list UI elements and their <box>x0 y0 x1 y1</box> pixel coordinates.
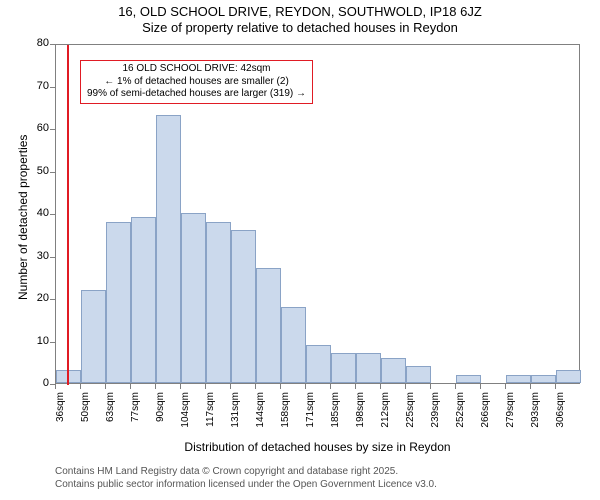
x-tick <box>80 384 81 389</box>
histogram-bar <box>381 358 406 384</box>
x-tick <box>380 384 381 389</box>
x-tick <box>155 384 156 389</box>
x-tick <box>255 384 256 389</box>
x-tick <box>55 384 56 389</box>
x-tick-label: 50sqm <box>80 392 91 442</box>
x-tick-label: 279sqm <box>505 392 516 442</box>
x-tick-label: 117sqm <box>205 392 216 442</box>
histogram-bar <box>81 290 106 384</box>
annotation-line: 99% of semi-detached houses are larger (… <box>87 88 306 101</box>
x-tick <box>180 384 181 389</box>
y-tick <box>50 257 55 258</box>
x-tick-label: 293sqm <box>530 392 541 442</box>
histogram-bar <box>206 222 231 384</box>
histogram-bar <box>406 366 431 383</box>
data-attribution: Contains HM Land Registry data © Crown c… <box>55 466 437 491</box>
histogram-bar <box>306 345 331 383</box>
histogram-bar <box>156 115 181 383</box>
histogram-bar <box>231 230 256 383</box>
y-tick-label: 20 <box>25 293 49 304</box>
y-tick <box>50 44 55 45</box>
x-axis-label: Distribution of detached houses by size … <box>55 440 580 454</box>
x-tick <box>530 384 531 389</box>
x-tick-label: 63sqm <box>105 392 116 442</box>
x-tick <box>430 384 431 389</box>
histogram-bar <box>556 370 581 383</box>
x-tick-label: 198sqm <box>355 392 366 442</box>
y-tick-label: 0 <box>25 378 49 389</box>
x-tick <box>305 384 306 389</box>
attribution-line-1: Contains HM Land Registry data © Crown c… <box>55 466 398 477</box>
x-tick-label: 77sqm <box>130 392 141 442</box>
y-tick <box>50 299 55 300</box>
x-tick <box>105 384 106 389</box>
chart-subtitle: Size of property relative to detached ho… <box>0 20 600 36</box>
attribution-line-2: Contains public sector information licen… <box>55 479 437 490</box>
y-tick-label: 80 <box>25 38 49 49</box>
histogram-bar <box>356 353 381 383</box>
x-tick <box>555 384 556 389</box>
x-tick-label: 90sqm <box>155 392 166 442</box>
x-tick-label: 158sqm <box>280 392 291 442</box>
histogram-bar <box>531 375 556 384</box>
y-tick <box>50 129 55 130</box>
x-tick <box>455 384 456 389</box>
x-tick <box>355 384 356 389</box>
x-tick-label: 266sqm <box>480 392 491 442</box>
x-tick-label: 306sqm <box>555 392 566 442</box>
x-tick <box>405 384 406 389</box>
histogram-bar <box>181 213 206 383</box>
x-tick <box>130 384 131 389</box>
x-tick-label: 225sqm <box>405 392 416 442</box>
histogram-bar <box>456 375 481 384</box>
y-tick-label: 30 <box>25 251 49 262</box>
x-tick-label: 144sqm <box>255 392 266 442</box>
histogram-bar <box>106 222 131 384</box>
histogram-bar <box>281 307 306 384</box>
y-tick-label: 50 <box>25 166 49 177</box>
x-tick-label: 239sqm <box>430 392 441 442</box>
property-marker-line <box>67 45 69 385</box>
histogram-bar <box>506 375 531 384</box>
y-tick-label: 10 <box>25 336 49 347</box>
x-tick <box>205 384 206 389</box>
y-tick <box>50 214 55 215</box>
x-tick-label: 185sqm <box>330 392 341 442</box>
y-tick <box>50 342 55 343</box>
x-tick-label: 212sqm <box>380 392 391 442</box>
x-tick <box>330 384 331 389</box>
chart-container: 16, OLD SCHOOL DRIVE, REYDON, SOUTHWOLD,… <box>0 0 600 500</box>
x-tick-label: 36sqm <box>55 392 66 442</box>
histogram-bar <box>256 268 281 383</box>
x-tick-label: 131sqm <box>230 392 241 442</box>
x-tick <box>280 384 281 389</box>
annotation-line: ← 1% of detached houses are smaller (2) <box>87 76 306 89</box>
x-tick <box>230 384 231 389</box>
chart-titles: 16, OLD SCHOOL DRIVE, REYDON, SOUTHWOLD,… <box>0 0 600 35</box>
x-tick <box>480 384 481 389</box>
y-tick <box>50 172 55 173</box>
histogram-bar <box>131 217 156 383</box>
y-tick-label: 40 <box>25 208 49 219</box>
annotation-line: 16 OLD SCHOOL DRIVE: 42sqm <box>87 63 306 76</box>
chart-title-address: 16, OLD SCHOOL DRIVE, REYDON, SOUTHWOLD,… <box>0 4 600 20</box>
y-tick <box>50 87 55 88</box>
histogram-bar <box>331 353 356 383</box>
x-tick-label: 171sqm <box>305 392 316 442</box>
annotation-box: 16 OLD SCHOOL DRIVE: 42sqm← 1% of detach… <box>80 60 313 104</box>
y-tick-label: 70 <box>25 81 49 92</box>
x-tick-label: 104sqm <box>180 392 191 442</box>
x-tick-label: 252sqm <box>455 392 466 442</box>
x-tick <box>505 384 506 389</box>
y-tick-label: 60 <box>25 123 49 134</box>
